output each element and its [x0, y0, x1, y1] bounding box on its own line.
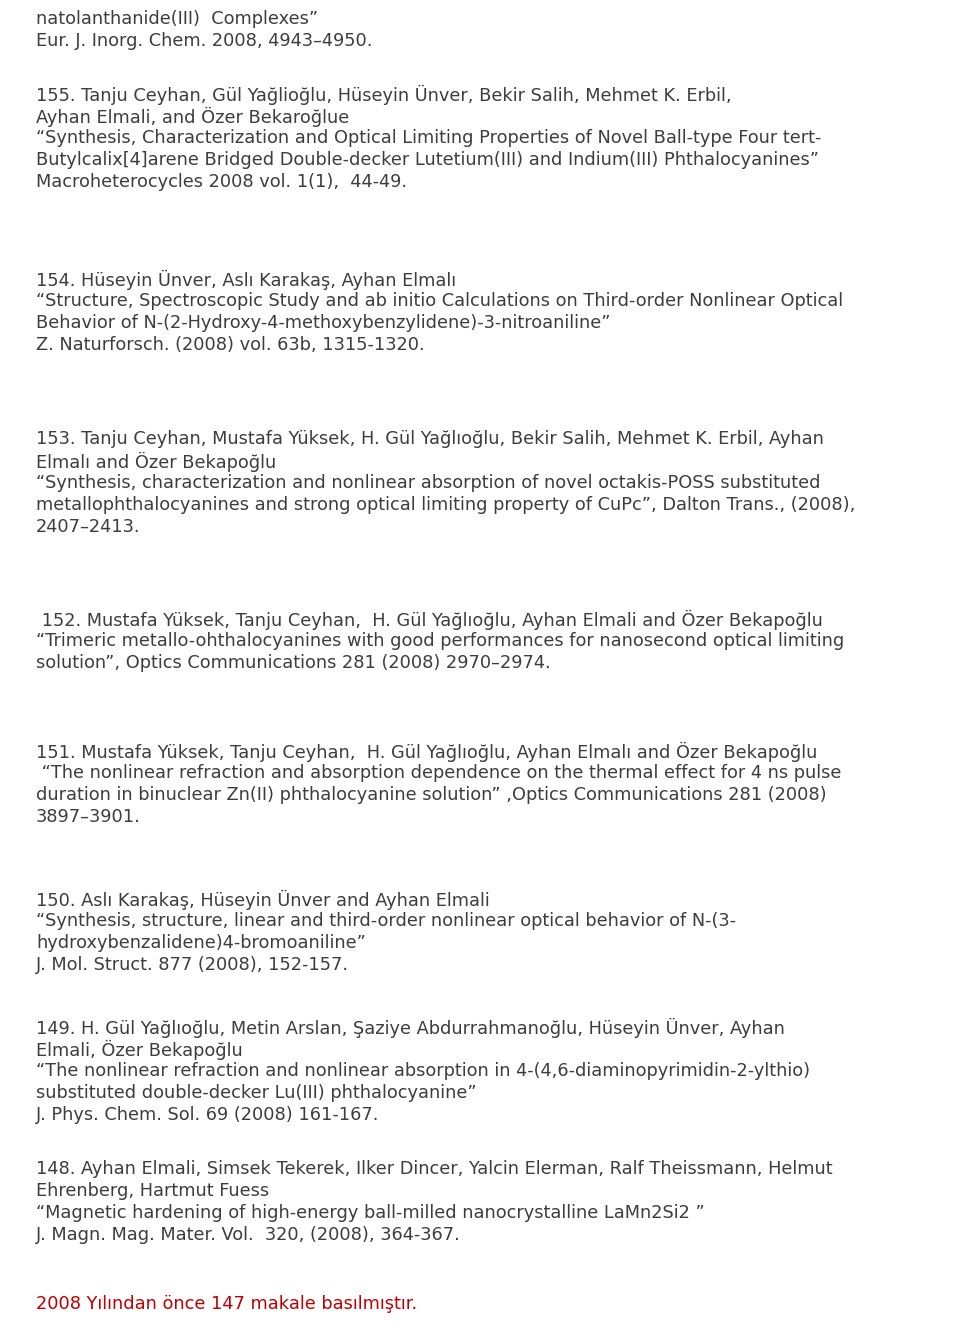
Text: “Trimeric metallo-ohthalocyanines with good performances for nanosecond optical : “Trimeric metallo-ohthalocyanines with g…: [36, 632, 844, 650]
Text: J. Magn. Mag. Mater. Vol.  320, (2008), 364-367.: J. Magn. Mag. Mater. Vol. 320, (2008), 3…: [36, 1226, 461, 1243]
Text: “Synthesis, characterization and nonlinear absorption of novel octakis-POSS subs: “Synthesis, characterization and nonline…: [36, 475, 821, 492]
Text: Eur. J. Inorg. Chem. 2008, 4943–4950.: Eur. J. Inorg. Chem. 2008, 4943–4950.: [36, 32, 372, 49]
Text: solution”, Optics Communications 281 (2008) 2970–2974.: solution”, Optics Communications 281 (20…: [36, 654, 551, 673]
Text: 150. Aslı Karakaş, Hüseyin Ünver and Ayhan Elmali: 150. Aslı Karakaş, Hüseyin Ünver and Ayh…: [36, 890, 490, 910]
Text: Behavior of N-(2-Hydroxy-4-methoxybenzylidene)-3-nitroaniline”: Behavior of N-(2-Hydroxy-4-methoxybenzyl…: [36, 314, 611, 332]
Text: 155. Tanju Ceyhan, Gül Yağlioğlu, Hüseyin Ünver, Bekir Salih, Mehmet K. Erbil,: 155. Tanju Ceyhan, Gül Yağlioğlu, Hüseyi…: [36, 86, 732, 106]
Text: 152. Mustafa Yüksek, Tanju Ceyhan,  H. Gül Yağlıoğlu, Ayhan Elmali and Özer Beka: 152. Mustafa Yüksek, Tanju Ceyhan, H. Gü…: [36, 610, 823, 630]
Text: Ehrenberg, Hartmut Fuess: Ehrenberg, Hartmut Fuess: [36, 1182, 269, 1201]
Text: “The nonlinear refraction and nonlinear absorption in 4-(4,6-diaminopyrimidin-2-: “The nonlinear refraction and nonlinear …: [36, 1062, 810, 1080]
Text: J. Phys. Chem. Sol. 69 (2008) 161-167.: J. Phys. Chem. Sol. 69 (2008) 161-167.: [36, 1106, 379, 1124]
Text: “Structure, Spectroscopic Study and ab initio Calculations on Third-order Nonlin: “Structure, Spectroscopic Study and ab i…: [36, 291, 843, 310]
Text: 149. H. Gül Yağlıoğlu, Metin Arslan, Şaziye Abdurrahmanoğlu, Hüseyin Ünver, Ayha: 149. H. Gül Yağlıoğlu, Metin Arslan, Şaz…: [36, 1017, 785, 1038]
Text: hydroxybenzalidene)4-bromoaniline”: hydroxybenzalidene)4-bromoaniline”: [36, 935, 366, 952]
Text: 151. Mustafa Yüksek, Tanju Ceyhan,  H. Gül Yağlıoğlu, Ayhan Elmalı and Özer Beka: 151. Mustafa Yüksek, Tanju Ceyhan, H. Gü…: [36, 742, 817, 762]
Text: Elmali, Özer Bekaроğlu: Elmali, Özer Bekaроğlu: [36, 1040, 243, 1060]
Text: metallophthalocyanines and strong optical limiting property of CuPc”, Dalton Tra: metallophthalocyanines and strong optica…: [36, 496, 855, 513]
Text: Macroheterocycles 2008 vol. 1(1),  44-49.: Macroheterocycles 2008 vol. 1(1), 44-49.: [36, 172, 407, 191]
Text: “Magnetic hardening of high-energy ball-milled nanocrystalline LaMn2Si2 ”: “Magnetic hardening of high-energy ball-…: [36, 1205, 705, 1222]
Text: substituted double-decker Lu(III) phthalocyanine”: substituted double-decker Lu(III) phthal…: [36, 1084, 476, 1102]
Text: natolanthanide(III)  Complexes”: natolanthanide(III) Complexes”: [36, 9, 318, 28]
Text: “The nonlinear refraction and absorption dependence on the thermal effect for 4 : “The nonlinear refraction and absorption…: [36, 763, 841, 782]
Text: J. Mol. Struct. 877 (2008), 152-157.: J. Mol. Struct. 877 (2008), 152-157.: [36, 956, 349, 973]
Text: duration in binuclear Zn(II) phthalocyanine solution” ,Optics Communications 281: duration in binuclear Zn(II) phthalocyan…: [36, 786, 827, 804]
Text: 2008 Yılından önce 147 makale basılmıştır.: 2008 Yılından önce 147 makale basılmıştı…: [36, 1296, 418, 1313]
Text: Z. Naturforsch. (2008) vol. 63b, 1315-1320.: Z. Naturforsch. (2008) vol. 63b, 1315-13…: [36, 336, 424, 354]
Text: “Synthesis, structure, linear and third-order nonlinear optical behavior of N-(3: “Synthesis, structure, linear and third-…: [36, 912, 736, 931]
Text: “Synthesis, Characterization and Optical Limiting Properties of Novel Ball-type : “Synthesis, Characterization and Optical…: [36, 128, 822, 147]
Text: 2407–2413.: 2407–2413.: [36, 517, 140, 536]
Text: 154. Hüseyin Ünver, Aslı Karakaş, Ayhan Elmalı: 154. Hüseyin Ünver, Aslı Karakaş, Ayhan …: [36, 270, 456, 290]
Text: 153. Tanju Ceyhan, Mustafa Yüksek, H. Gül Yağlıoğlu, Bekir Salih, Mehmet K. Erbi: 153. Tanju Ceyhan, Mustafa Yüksek, H. Gü…: [36, 431, 824, 448]
Text: Elmalı and Özer Bekaроğlu: Elmalı and Özer Bekaроğlu: [36, 452, 276, 472]
Text: 3897–3901.: 3897–3901.: [36, 808, 141, 826]
Text: 148. Ayhan Elmali, Simsek Tekerek, Ilker Dincer, Yalcin Elerman, Ralf Theissmann: 148. Ayhan Elmali, Simsek Tekerek, Ilker…: [36, 1161, 832, 1178]
Text: Butylcalix[4]arene Bridged Double-decker Lutetium(III) and Indium(III) Phthalocy: Butylcalix[4]arene Bridged Double-decker…: [36, 151, 819, 168]
Text: Ayhan Elmali, and Özer Bekaroğlue: Ayhan Elmali, and Özer Bekaroğlue: [36, 107, 349, 127]
